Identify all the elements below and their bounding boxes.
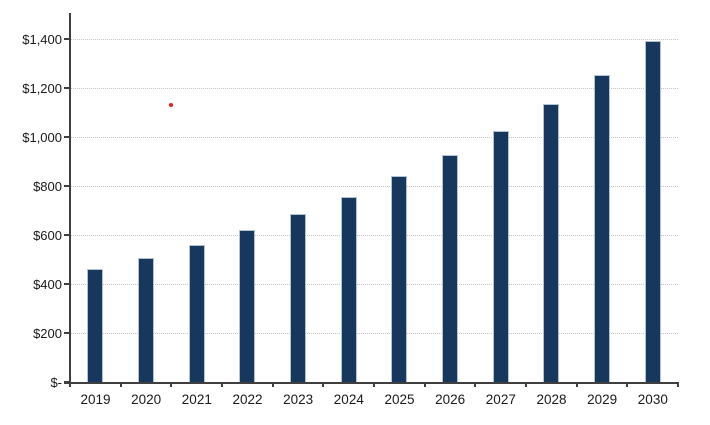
x-axis-tick-label: 2026 xyxy=(435,392,466,407)
x-axis-tick xyxy=(119,382,122,387)
y-axis-tick-label: $1,000 xyxy=(22,129,62,145)
y-axis-tick-label: $200 xyxy=(33,325,62,341)
x-axis-tick-label: 2028 xyxy=(536,392,567,407)
x-axis xyxy=(64,382,678,384)
bar-2023 xyxy=(290,214,306,382)
bar-2025 xyxy=(391,176,408,382)
gridline xyxy=(70,88,678,89)
red-dot-annotation xyxy=(169,103,174,108)
gridline xyxy=(70,137,678,138)
y-axis-tick xyxy=(64,185,70,187)
x-axis-tick-label: 2020 xyxy=(131,392,162,407)
y-axis-tick xyxy=(64,87,70,89)
x-axis-tick xyxy=(423,382,426,387)
y-axis-tick-label: $- xyxy=(50,374,62,390)
y-axis xyxy=(69,13,71,386)
x-axis-tick-label: 2029 xyxy=(587,392,618,407)
y-axis-tick-label: $800 xyxy=(33,178,62,194)
gridline xyxy=(70,284,678,285)
y-axis-tick-label: $1,400 xyxy=(22,31,62,47)
x-axis-tick-label: 2024 xyxy=(333,392,364,407)
bar-2026 xyxy=(442,155,458,382)
y-axis-tick xyxy=(64,136,70,138)
bar-2022 xyxy=(239,230,256,382)
x-axis-tick xyxy=(525,382,527,387)
bar-2027 xyxy=(492,130,509,382)
x-axis-tick xyxy=(373,382,375,387)
bar-2028 xyxy=(543,103,560,382)
x-axis-tick-label: 2022 xyxy=(232,392,263,407)
y-axis-tick-label: $600 xyxy=(33,227,62,243)
x-axis-tick-label: 2027 xyxy=(485,392,516,407)
y-axis-tick xyxy=(64,38,70,40)
x-axis-tick xyxy=(322,382,325,387)
x-axis-tick xyxy=(677,382,679,387)
y-axis-tick xyxy=(64,332,70,334)
gridline xyxy=(70,39,678,40)
x-axis-tick-label: 2023 xyxy=(283,392,314,407)
y-axis-tick-label: $1,200 xyxy=(22,80,62,96)
y-axis-tick xyxy=(64,283,70,285)
bar-2030 xyxy=(644,41,661,382)
gridline xyxy=(70,186,678,187)
x-axis-tick-label: 2021 xyxy=(181,392,212,407)
x-axis-tick-label: 2030 xyxy=(637,392,668,407)
y-axis-tick-label: $400 xyxy=(33,276,62,292)
gridline xyxy=(70,235,678,236)
bar-2020 xyxy=(138,258,154,382)
x-axis-tick-label: 2025 xyxy=(384,392,415,407)
bar-2019 xyxy=(87,269,104,382)
x-axis-tick xyxy=(271,382,274,387)
x-axis-tick xyxy=(221,382,223,387)
gridline xyxy=(70,333,678,334)
x-axis-tick xyxy=(575,382,578,387)
bar-2024 xyxy=(340,197,357,382)
y-axis-tick xyxy=(64,234,70,236)
bar-2021 xyxy=(188,244,205,382)
x-axis-tick xyxy=(474,382,477,387)
bar-2029 xyxy=(594,74,610,382)
x-axis-tick xyxy=(626,382,629,387)
x-axis-tick xyxy=(170,382,173,387)
x-axis-tick-label: 2019 xyxy=(80,392,111,407)
